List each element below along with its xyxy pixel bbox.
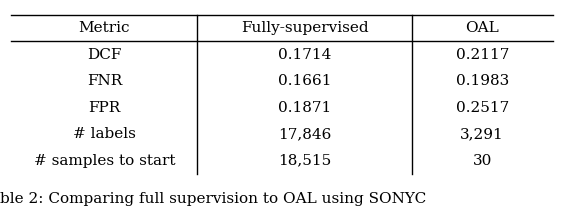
Text: ble 2: Comparing full supervision to OAL using SONYC: ble 2: Comparing full supervision to OAL… [0,192,426,206]
Text: # samples to start: # samples to start [34,153,175,168]
Text: 30: 30 [473,153,492,168]
Text: 0.2517: 0.2517 [456,100,509,115]
Text: FNR: FNR [87,74,122,88]
Text: 17,846: 17,846 [278,127,331,141]
Text: 0.1983: 0.1983 [456,74,509,88]
Text: OAL: OAL [465,21,499,35]
Text: # labels: # labels [73,127,136,141]
Text: 0.1871: 0.1871 [278,100,331,115]
Text: Fully-supervised: Fully-supervised [241,21,368,35]
Text: 0.1714: 0.1714 [278,47,331,62]
Text: Metric: Metric [78,21,130,35]
Text: DCF: DCF [87,47,121,62]
Text: 0.1661: 0.1661 [278,74,331,88]
Text: 18,515: 18,515 [278,153,331,168]
Text: 0.2117: 0.2117 [456,47,509,62]
Text: 3,291: 3,291 [460,127,504,141]
Text: FPR: FPR [88,100,121,115]
